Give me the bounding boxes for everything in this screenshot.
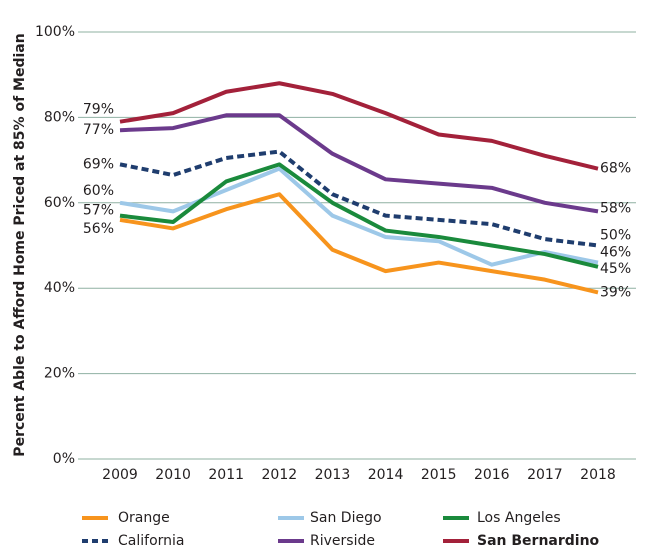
y-axis-label: Percent Able to Afford Home Priced at 85… xyxy=(12,33,28,456)
y-tick-label: 0% xyxy=(53,451,75,467)
data-label: 79% xyxy=(83,102,114,118)
x-tick-label: 2016 xyxy=(474,467,510,483)
data-label: 57% xyxy=(83,203,114,219)
x-tick-label: 2014 xyxy=(368,467,404,483)
data-label: 69% xyxy=(83,156,114,172)
x-tick-label: 2011 xyxy=(208,467,244,483)
series-line xyxy=(119,192,599,295)
data-label: 56% xyxy=(83,221,114,237)
series-line xyxy=(119,162,599,269)
legend-label: San Diego xyxy=(310,510,382,526)
y-tick-label: 100% xyxy=(35,24,75,40)
x-tick-label: 2012 xyxy=(262,467,298,483)
legend-label: California xyxy=(118,533,184,549)
legend-label: Orange xyxy=(118,510,170,526)
x-tick-label: 2009 xyxy=(102,467,138,483)
data-label: 77% xyxy=(83,122,114,138)
data-label: 60% xyxy=(83,183,114,199)
data-label: 68% xyxy=(600,161,631,177)
legend-label: Los Angeles xyxy=(477,510,561,526)
x-tick-label: 2013 xyxy=(315,467,351,483)
series-line xyxy=(119,149,599,248)
data-label: 50% xyxy=(600,228,631,244)
series-line xyxy=(119,81,599,171)
data-label: 46% xyxy=(600,245,631,261)
legend-label: San Bernardino xyxy=(477,533,600,549)
x-tick-label: 2010 xyxy=(155,467,191,483)
y-tick-label: 40% xyxy=(44,280,75,296)
data-label: 58% xyxy=(600,200,631,216)
data-label: 39% xyxy=(600,284,631,300)
x-tick-label: 2017 xyxy=(527,467,563,483)
series-line xyxy=(119,113,599,214)
y-tick-label: 80% xyxy=(44,109,75,125)
y-tick-label: 20% xyxy=(44,366,75,382)
y-tick-label: 60% xyxy=(44,195,75,211)
x-tick-label: 2018 xyxy=(580,467,616,483)
x-tick-label: 2015 xyxy=(421,467,457,483)
legend-label: Riverside xyxy=(310,533,375,549)
data-label: 45% xyxy=(600,261,631,277)
